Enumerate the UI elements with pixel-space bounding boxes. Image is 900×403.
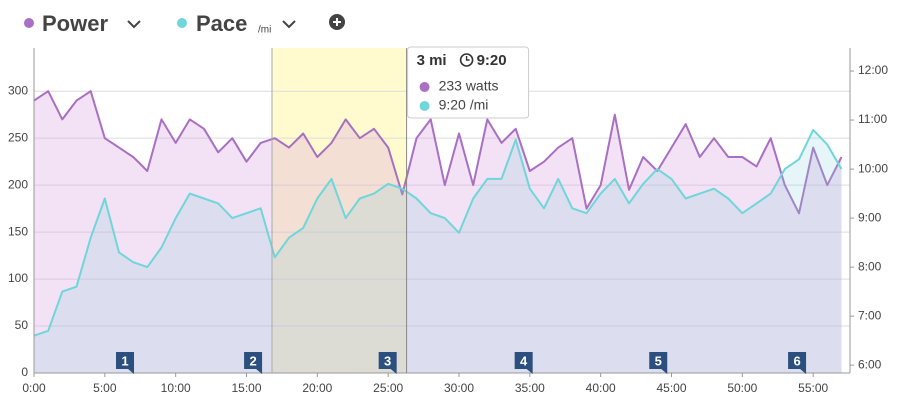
tooltip-distance: 3 mi: [417, 52, 447, 69]
pace-legend-dot: [177, 18, 187, 28]
y-tick-label: 200: [8, 177, 28, 191]
add-button[interactable]: [329, 14, 345, 30]
y2-tick-label: 10:00: [858, 161, 888, 175]
y2-tick-label: 7:00: [858, 308, 882, 322]
tooltip-time: 9:20: [477, 52, 507, 69]
tooltip: [407, 46, 530, 119]
x-tick-label: 55:00: [798, 381, 828, 395]
y-tick-label: 100: [8, 271, 28, 285]
pace-legend[interactable]: Pace: [196, 11, 247, 36]
x-tick-label: 15:00: [231, 381, 261, 395]
x-tick-label: 35:00: [515, 381, 545, 395]
x-tick-label: 40:00: [586, 381, 616, 395]
mile-marker-label: 4: [520, 353, 528, 368]
clock-icon: [459, 53, 474, 67]
power-legend-dot: [24, 18, 34, 28]
mile-marker: [116, 352, 135, 374]
clock-hands: [465, 56, 470, 61]
series-line: [33, 128, 843, 337]
power-legend[interactable]: Power: [42, 11, 108, 36]
y-tick-label: 300: [8, 83, 28, 97]
mile-marker-label: 2: [249, 353, 256, 368]
x-tick-label: 50:00: [727, 381, 757, 395]
y-tick-label: 150: [8, 224, 28, 238]
series-line: [33, 90, 843, 215]
mile-marker: [378, 352, 397, 374]
chevron[interactable]: [282, 20, 296, 29]
mile-marker-label: 6: [793, 353, 800, 368]
tooltip-pace: 9:20 /mi: [439, 97, 489, 113]
y-tick-label: 50: [15, 318, 29, 332]
y-tick-label: 0: [21, 365, 28, 379]
x-tick-label: 30:00: [444, 381, 474, 395]
selection-highlight: [272, 48, 407, 373]
tooltip-dot: [419, 101, 430, 111]
x-tick-label: 20:00: [302, 381, 332, 395]
y2-tick-label: 6:00: [858, 357, 882, 371]
x-tick-label: 0:00: [22, 381, 46, 395]
tooltip-dot: [419, 82, 430, 92]
mile-marker-label: 3: [384, 353, 391, 368]
x-tick-label: 10:00: [161, 381, 191, 395]
y2-tick-label: 12:00: [858, 63, 888, 77]
mile-marker-label: 5: [655, 353, 662, 368]
x-tick-label: 45:00: [656, 381, 686, 395]
mile-marker: [244, 352, 263, 374]
mile-marker: [649, 352, 668, 374]
mile-marker: [788, 352, 807, 374]
y2-tick-label: 9:00: [858, 210, 882, 224]
tooltip-power: 233 watts: [439, 78, 499, 94]
mile-marker-label: 1: [121, 353, 128, 368]
series-area: [34, 129, 842, 373]
y-tick-label: 250: [8, 130, 28, 144]
x-tick-label: 25:00: [373, 381, 403, 395]
mile-marker: [514, 352, 533, 374]
pace-unit: /mi: [258, 25, 271, 36]
y2-tick-label: 8:00: [858, 259, 882, 273]
series-area: [34, 91, 842, 373]
chevron[interactable]: [127, 20, 141, 29]
x-tick-label: 5:00: [93, 381, 117, 395]
y2-tick-label: 11:00: [858, 112, 887, 126]
